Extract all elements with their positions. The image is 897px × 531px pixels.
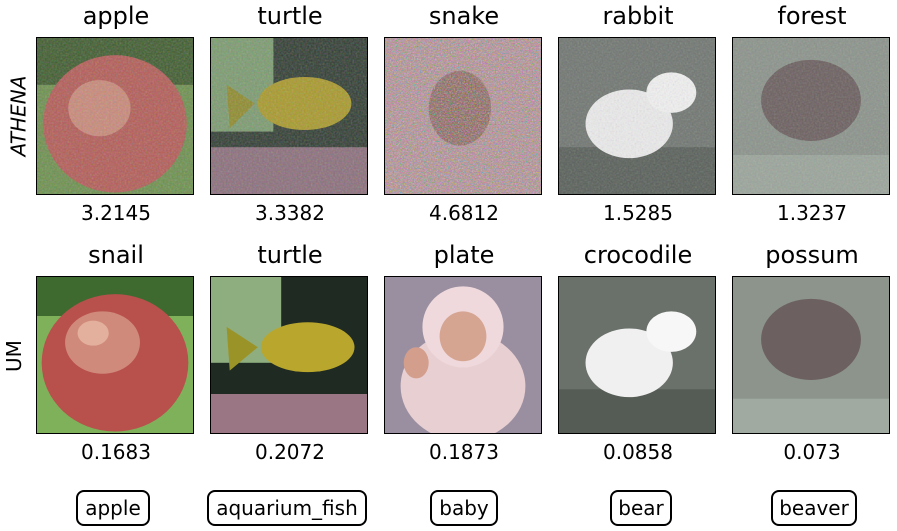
- image-tile-bear-noisy: [558, 37, 716, 195]
- image-tile-fish-noisy: [210, 37, 368, 195]
- image-tile-baby-noisy: [384, 37, 542, 195]
- cell-title: rabbit: [602, 2, 674, 30]
- cell-title: apple: [82, 2, 150, 30]
- class-label-baby: baby: [430, 490, 498, 526]
- cell-title: snail: [88, 241, 144, 269]
- cell-score: 1.5285: [603, 201, 673, 225]
- image-tile-fish: [210, 276, 368, 434]
- cell-score: 0.073: [783, 440, 841, 464]
- cell-title: crocodile: [583, 241, 693, 269]
- cell-title: snake: [428, 2, 500, 30]
- class-label-apple: apple: [76, 490, 150, 526]
- cell-score: 0.0858: [603, 440, 673, 464]
- image-tile-beaver: [732, 276, 890, 434]
- cell-score: 1.3237: [777, 201, 847, 225]
- cell-score: 0.2072: [255, 440, 325, 464]
- image-tile-beaver-noisy: [732, 37, 890, 195]
- cell-title: plate: [433, 241, 495, 269]
- cell-title: turtle: [257, 241, 323, 269]
- cell-title: possum: [765, 241, 859, 269]
- cell-title: turtle: [257, 2, 323, 30]
- cell-score: 3.3382: [255, 201, 325, 225]
- image-tile-bear: [558, 276, 716, 434]
- class-label-beaver: beaver: [771, 490, 857, 526]
- image-tile-apple: [36, 276, 194, 434]
- cell-score: 3.2145: [81, 201, 151, 225]
- class-label-bear: bear: [610, 490, 672, 526]
- row-label-um: UM: [1, 340, 26, 372]
- cell-score: 0.1873: [429, 440, 499, 464]
- image-tile-apple-noisy: [36, 37, 194, 195]
- row-label-athena: ATHENA: [6, 75, 31, 157]
- cell-title: forest: [777, 2, 847, 30]
- image-tile-baby: [384, 276, 542, 434]
- cell-score: 4.6812: [429, 201, 499, 225]
- cell-score: 0.1683: [81, 440, 151, 464]
- class-label-aquarium-fish: aquarium_fish: [207, 490, 367, 526]
